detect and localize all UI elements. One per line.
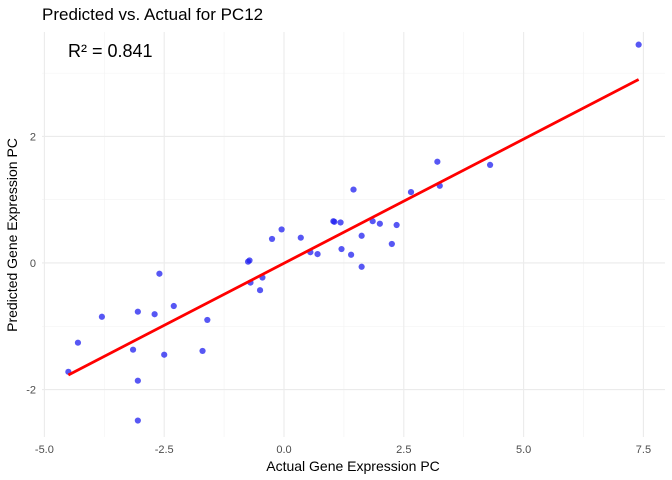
data-point [170, 302, 177, 310]
data-point [407, 189, 415, 196]
chart-title: Predicted vs. Actual for PC12 [42, 5, 263, 24]
data-point [199, 347, 206, 355]
data-point [134, 308, 141, 315]
x-tick-label: 7.5 [636, 444, 651, 456]
x-tick-label: 0.0 [276, 444, 291, 456]
y-axis-ticks: -2 0 2 [26, 131, 36, 396]
data-points [65, 41, 642, 424]
data-point [134, 377, 141, 384]
data-point [376, 220, 383, 227]
data-point [268, 235, 276, 243]
y-tick-label: 0 [30, 258, 36, 270]
data-point [358, 232, 365, 239]
data-point [98, 313, 106, 320]
data-point [350, 186, 357, 193]
data-point [156, 270, 163, 277]
data-point [246, 257, 253, 264]
x-tick-label: -5.0 [35, 444, 54, 456]
data-point [434, 158, 441, 165]
y-tick-label: -2 [26, 385, 36, 397]
data-point [314, 251, 321, 258]
y-axis-label: Predicted Gene Expression PC [4, 138, 20, 332]
data-point [338, 245, 345, 253]
data-point [74, 339, 82, 346]
x-axis-ticks: -5.0 -2.5 0.0 2.5 5.0 7.5 [35, 444, 651, 456]
data-point [348, 251, 355, 258]
minor-gridlines [42, 32, 665, 437]
x-tick-label: 5.0 [516, 444, 531, 456]
data-point [297, 234, 304, 241]
x-axis-label: Actual Gene Expression PC [266, 458, 440, 474]
data-point [358, 263, 365, 270]
data-point [635, 41, 642, 48]
data-point [486, 161, 494, 168]
data-point [161, 351, 168, 358]
regression-line-layer [67, 78, 640, 377]
y-tick-label: 2 [30, 131, 36, 143]
regression-line [67, 78, 640, 377]
data-point [134, 417, 141, 424]
data-point [278, 226, 285, 233]
data-point [129, 346, 137, 353]
data-point [388, 240, 395, 248]
data-point [204, 316, 211, 324]
data-point [331, 218, 338, 225]
major-gridlines [42, 32, 665, 437]
data-point [393, 221, 400, 229]
x-tick-label: -2.5 [155, 444, 174, 456]
data-point [337, 219, 344, 226]
data-point [256, 287, 264, 294]
data-point [151, 311, 158, 318]
x-tick-label: 2.5 [396, 444, 411, 456]
r-squared-annotation: R² = 0.841 [68, 41, 153, 61]
